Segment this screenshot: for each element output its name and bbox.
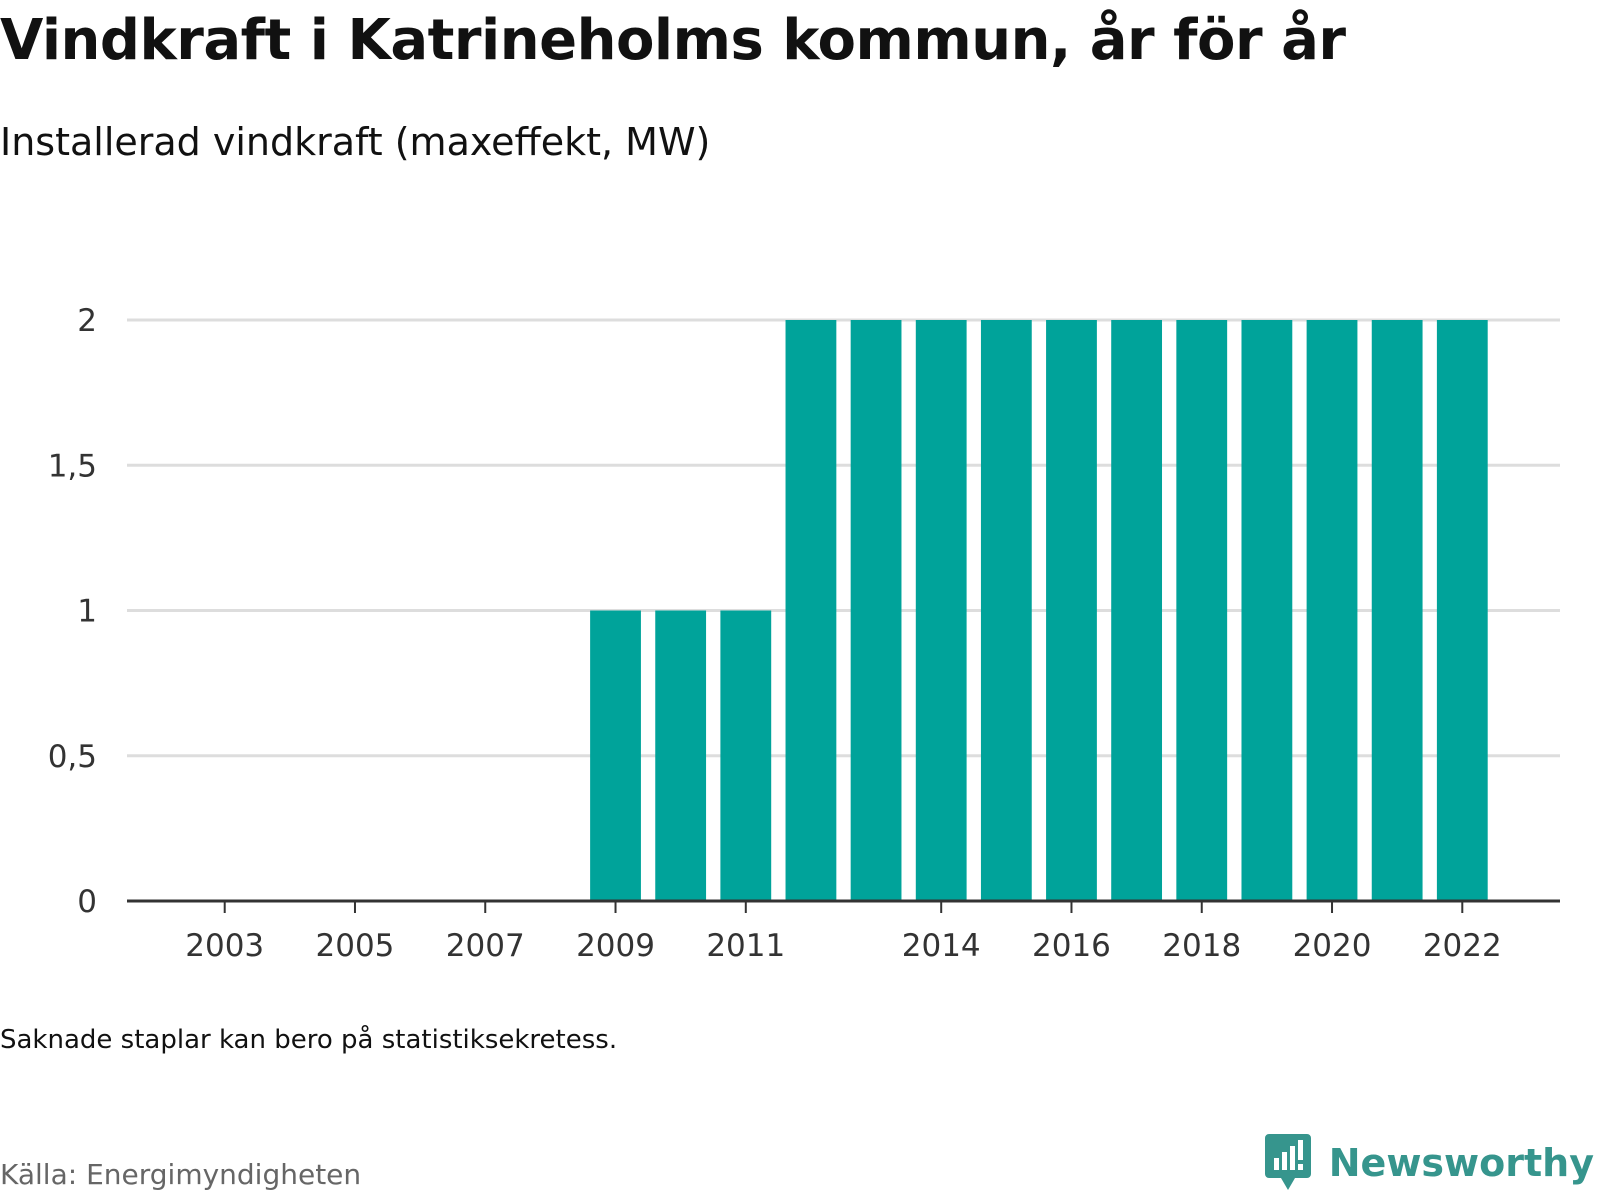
x-tick-label: 2011: [706, 928, 785, 964]
bar-2015: [980, 320, 1032, 901]
x-tick-label: 2022: [1423, 928, 1502, 964]
x-tick-label: 2014: [902, 928, 981, 964]
bar-2022: [1436, 320, 1488, 901]
bar-2019: [1241, 320, 1293, 901]
y-tick-label: 2: [77, 303, 97, 339]
brand-name: Newsworthy: [1328, 1141, 1594, 1185]
brand-logo: Newsworthy: [1264, 1134, 1594, 1192]
bar-2020: [1306, 320, 1358, 901]
y-tick-label: 0: [77, 884, 97, 920]
y-tick-label: 0,5: [48, 739, 97, 775]
y-tick-label: 1: [77, 594, 97, 630]
source-label: Källa: Energimyndigheten: [0, 1158, 362, 1191]
bar-2012: [785, 320, 837, 901]
x-tick-label: 2005: [316, 928, 395, 964]
newsworthy-logo-icon: [1264, 1134, 1311, 1190]
bar-2018: [1176, 320, 1228, 901]
bar-2016: [1046, 320, 1097, 901]
footnote: Saknade staplar kan bero på statistiksek…: [0, 1025, 618, 1055]
bar-2017: [1111, 320, 1163, 901]
x-tick-label: 2016: [1032, 928, 1111, 964]
chart-title: Vindkraft i Katrineholms kommun, år för …: [0, 8, 1346, 73]
x-tick-label: 2018: [1162, 928, 1241, 964]
y-tick-label: 1,5: [48, 448, 97, 484]
bar-2010: [655, 610, 707, 901]
bar-2021: [1371, 320, 1423, 901]
bar-2014: [915, 320, 967, 901]
x-tick-label: 2003: [185, 928, 264, 964]
axes: 0 0,5 1 1,5 2 2003 2005 2007 2009 2011 2014 2016 201…: [48, 303, 1560, 964]
bar-2009: [590, 610, 641, 901]
bar-2013: [850, 320, 902, 901]
x-tick-label: 2007: [446, 928, 525, 964]
bar-2011: [720, 610, 772, 901]
chart-subtitle: Installerad vindkraft (maxeffekt, MW): [0, 120, 711, 164]
x-tick-label: 2020: [1293, 928, 1372, 964]
bar-chart: 0 0,5 1 1,5 2 2003 2005 2007 2009 2011 2014 2016 201…: [48, 303, 1560, 964]
x-tick-label: 2009: [576, 928, 655, 964]
bars: [590, 320, 1488, 901]
